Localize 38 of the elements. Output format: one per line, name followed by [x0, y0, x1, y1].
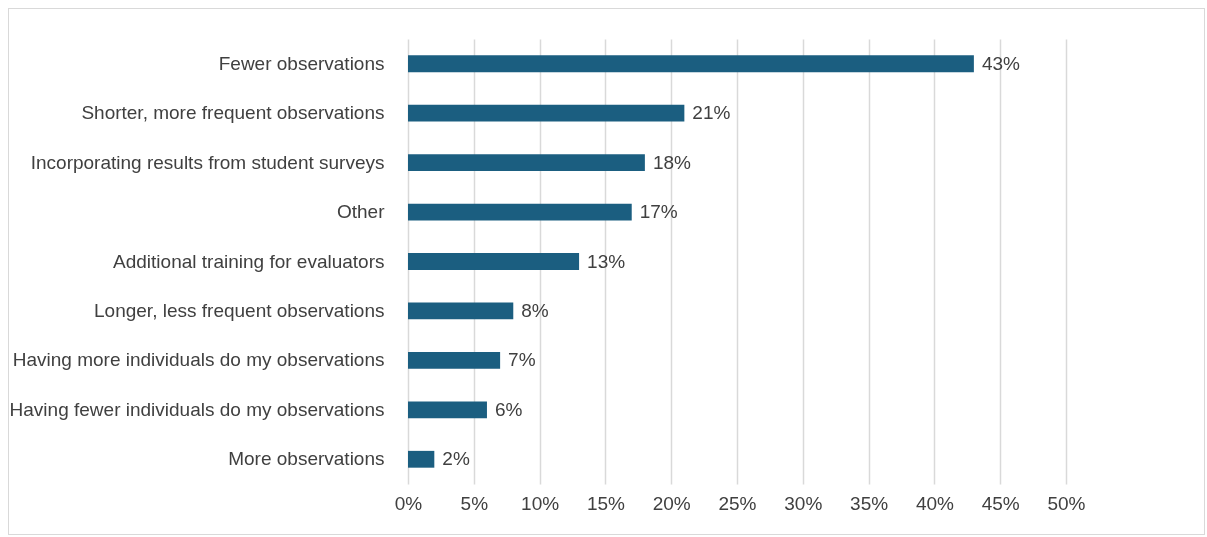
y-tick-label: Additional training for evaluators: [113, 250, 385, 272]
y-tick-label: More observations: [228, 448, 385, 470]
data-label: 7%: [508, 349, 536, 371]
x-tick-label: 40%: [915, 492, 955, 514]
bar: [408, 55, 974, 73]
bar: [408, 104, 685, 122]
data-label: 17%: [639, 201, 678, 223]
y-tick-label: Incorporating results from student surveys: [30, 151, 385, 173]
data-label: 18%: [652, 151, 692, 173]
data-label: 21%: [692, 102, 731, 124]
x-tick-label: 25%: [718, 492, 757, 514]
y-tick-label: Having fewer individuals do my observations: [9, 398, 385, 420]
bar: [408, 302, 514, 320]
x-tick-label: 50%: [1047, 492, 1086, 514]
y-tick-label: Fewer observations: [218, 52, 385, 74]
bar: [408, 351, 501, 369]
x-tick-label: 30%: [784, 492, 823, 514]
bar: [408, 253, 580, 270]
y-tick-label: Longer, less frequent observations: [94, 299, 385, 321]
x-tick-label: 5%: [460, 492, 489, 514]
x-tick-label: 20%: [652, 492, 691, 514]
bar: [408, 450, 435, 468]
x-tick-label: 35%: [850, 492, 889, 514]
bar: [408, 401, 487, 419]
data-label: 13%: [587, 250, 626, 272]
bar: [408, 154, 645, 172]
x-tick-label: 15%: [586, 492, 626, 514]
data-label: 2%: [442, 448, 470, 470]
y-tick-label: Shorter, more frequent observations: [81, 102, 385, 124]
y-tick-label: Other: [336, 201, 386, 223]
x-tick-label: 45%: [981, 492, 1020, 514]
data-label: 43%: [981, 52, 1021, 74]
data-label: 6%: [494, 398, 523, 420]
bar: [408, 203, 632, 221]
x-tick-label: 10%: [521, 492, 560, 514]
x-tick-label: 0%: [394, 492, 423, 514]
y-tick-label: Having more individuals do my observations: [12, 349, 385, 371]
data-label: 8%: [521, 299, 549, 321]
